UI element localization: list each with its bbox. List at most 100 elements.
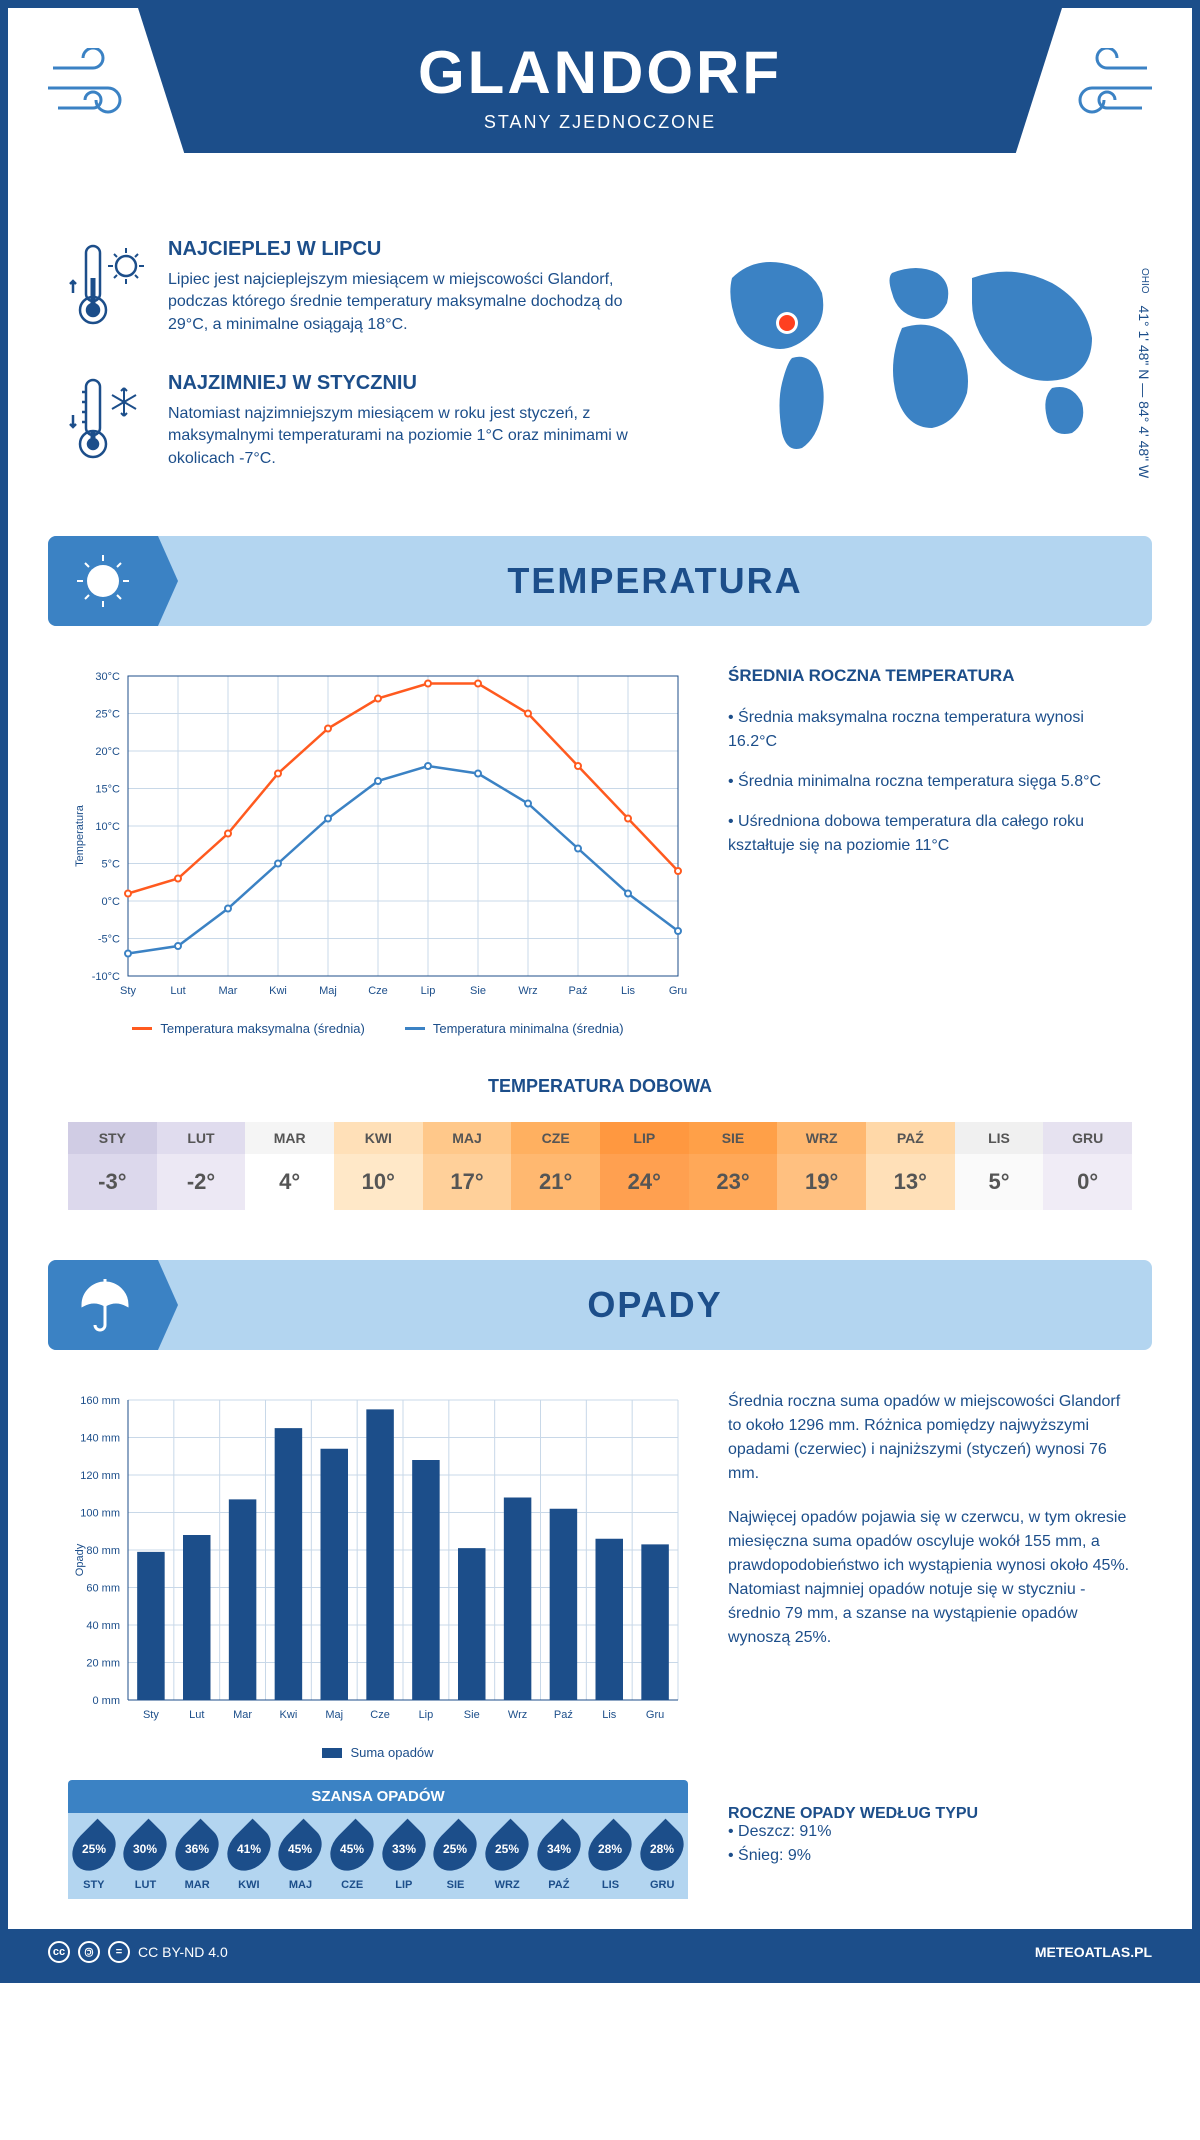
wind-icon-left [48, 48, 138, 145]
daily-temp-cell: LUT-2° [157, 1112, 246, 1220]
temperature-header: TEMPERATURA [48, 536, 1152, 626]
svg-text:20 mm: 20 mm [86, 1658, 120, 1670]
wind-icon-right [1062, 48, 1152, 145]
svg-text:20°C: 20°C [95, 746, 120, 758]
precipitation-text: Średnia roczna suma opadów w miejscowośc… [728, 1390, 1132, 1760]
svg-text:Sty: Sty [120, 985, 136, 997]
daily-temp-section: TEMPERATURA DOBOWA STY-3°LUT-2°MAR4°KWI1… [8, 1076, 1192, 1260]
header-block: GLANDORF STANY ZJEDNOCZONE [8, 8, 1192, 208]
daily-temp-cell: LIS5° [955, 1112, 1044, 1220]
svg-text:Paź: Paź [554, 1709, 573, 1721]
daily-temp-cell: CZE21° [511, 1112, 600, 1220]
svg-text:Lut: Lut [189, 1709, 204, 1721]
svg-text:Wrz: Wrz [518, 985, 537, 997]
chance-cell: 33%LIP [378, 1825, 430, 1891]
daily-temp-cell: MAR4° [245, 1112, 334, 1220]
daily-temp-cell: WRZ19° [777, 1112, 866, 1220]
svg-text:80 mm: 80 mm [86, 1545, 120, 1557]
nd-icon: = [108, 1941, 130, 1963]
hottest-text: Lipiec jest najcieplejszym miesiącem w m… [168, 269, 652, 336]
precip-types-box: ROCZNE OPADY WEDŁUG TYPU • Deszcz: 91%• … [728, 1780, 1132, 1899]
svg-text:0°C: 0°C [102, 896, 121, 908]
chance-cell: 36%MAR [171, 1825, 223, 1891]
svg-text:Sty: Sty [143, 1709, 159, 1721]
svg-text:Kwi: Kwi [280, 1709, 298, 1721]
legend-min: Temperatura minimalna (średnia) [405, 1021, 624, 1036]
footer: cc 🄯 = CC BY-ND 4.0 METEOATLAS.PL [8, 1929, 1192, 1975]
svg-text:Lis: Lis [602, 1709, 617, 1721]
svg-text:100 mm: 100 mm [80, 1508, 120, 1520]
precipitation-chart: 0 mm 20 mm 40 mm 60 mm 80 mm 100 mm 120 mm 140 … [68, 1390, 688, 1760]
chance-cell: 25%WRZ [481, 1825, 533, 1891]
daily-temp-cell: LIP24° [600, 1112, 689, 1220]
hottest-block: NAJCIEPLEJ W LIPCU Lipiec jest najcieple… [68, 238, 652, 342]
svg-text:Mar: Mar [233, 1709, 252, 1721]
svg-text:5°C: 5°C [102, 859, 121, 871]
precipitation-header: OPADY [48, 1260, 1152, 1350]
cc-icon: cc [48, 1941, 70, 1963]
svg-text:Lut: Lut [170, 985, 185, 997]
svg-text:-5°C: -5°C [98, 934, 120, 946]
svg-text:140 mm: 140 mm [80, 1433, 120, 1445]
coldest-block: NAJZIMNIEJ W STYCZNIU Natomiast najzimni… [68, 372, 652, 476]
svg-text:120 mm: 120 mm [80, 1470, 120, 1482]
svg-text:Cze: Cze [370, 1709, 390, 1721]
daily-temp-cell: MAJ17° [423, 1112, 512, 1220]
svg-text:Temperatura: Temperatura [74, 804, 86, 867]
temperature-title: TEMPERATURA [158, 560, 1152, 602]
svg-text:25°C: 25°C [95, 709, 120, 721]
location-coords: OHIO 41° 1' 48" N — 84° 4' 48" W [1136, 268, 1152, 478]
city-title: GLANDORF [138, 38, 1062, 107]
svg-text:Lip: Lip [421, 985, 436, 997]
svg-text:15°C: 15°C [95, 784, 120, 796]
hottest-title: NAJCIEPLEJ W LIPCU [168, 238, 652, 261]
daily-temp-cell: PAŹ13° [866, 1112, 955, 1220]
chance-of-precip-box: SZANSA OPADÓW 25%STY30%LUT36%MAR41%KWI45… [68, 1780, 688, 1899]
svg-text:Sie: Sie [470, 985, 486, 997]
chance-cell: 45%MAJ [275, 1825, 327, 1891]
svg-text:30°C: 30°C [95, 671, 120, 683]
svg-text:-10°C: -10°C [92, 971, 120, 983]
svg-text:Mar: Mar [219, 985, 238, 997]
umbrella-icon [48, 1260, 158, 1350]
svg-text:10°C: 10°C [95, 821, 120, 833]
temperature-chart: -10°C -5°C 0°C 5°C 10°C 15°C 20°C 25°C 30°C Sty Lu… [68, 666, 688, 1036]
chance-cell: 45%CZE [326, 1825, 378, 1891]
license-block: cc 🄯 = CC BY-ND 4.0 [48, 1941, 228, 1963]
svg-text:Sie: Sie [464, 1709, 480, 1721]
world-map-block: OHIO 41° 1' 48" N — 84° 4' 48" W [692, 238, 1132, 506]
svg-text:Maj: Maj [325, 1709, 343, 1721]
precipitation-title: OPADY [158, 1284, 1152, 1326]
thermometer-cold-icon [68, 372, 148, 476]
svg-text:160 mm: 160 mm [80, 1395, 120, 1407]
svg-text:Lip: Lip [419, 1709, 434, 1721]
by-icon: 🄯 [78, 1941, 100, 1963]
svg-text:60 mm: 60 mm [86, 1583, 120, 1595]
svg-text:Kwi: Kwi [269, 985, 287, 997]
world-map [692, 238, 1132, 478]
daily-temp-cell: SIE23° [689, 1112, 778, 1220]
title-banner: GLANDORF STANY ZJEDNOCZONE [138, 8, 1062, 153]
legend-max: Temperatura maksymalna (średnia) [132, 1021, 364, 1036]
country-subtitle: STANY ZJEDNOCZONE [138, 112, 1062, 133]
svg-text:Gru: Gru [669, 985, 687, 997]
svg-text:Cze: Cze [368, 985, 388, 997]
chance-cell: 30%LUT [120, 1825, 172, 1891]
chance-cell: 25%SIE [430, 1825, 482, 1891]
daily-temp-cell: GRU0° [1043, 1112, 1132, 1220]
svg-text:Opady: Opady [74, 1543, 86, 1576]
svg-text:40 mm: 40 mm [86, 1620, 120, 1632]
chance-cell: 25%STY [68, 1825, 120, 1891]
coldest-title: NAJZIMNIEJ W STYCZNIU [168, 372, 652, 395]
daily-temp-cell: KWI10° [334, 1112, 423, 1220]
svg-text:Gru: Gru [646, 1709, 664, 1721]
annual-temp-text: ŚREDNIA ROCZNA TEMPERATURA • Średnia mak… [728, 666, 1132, 1036]
chance-cell: 28%GRU [636, 1825, 688, 1891]
thermometer-hot-icon [68, 238, 148, 342]
chance-cell: 34%PAŹ [533, 1825, 585, 1891]
svg-text:Paź: Paź [569, 985, 588, 997]
svg-text:0 mm: 0 mm [93, 1695, 121, 1707]
chance-cell: 28%LIS [585, 1825, 637, 1891]
chance-cell: 41%KWI [223, 1825, 275, 1891]
intro-section: NAJCIEPLEJ W LIPCU Lipiec jest najcieple… [8, 208, 1192, 536]
